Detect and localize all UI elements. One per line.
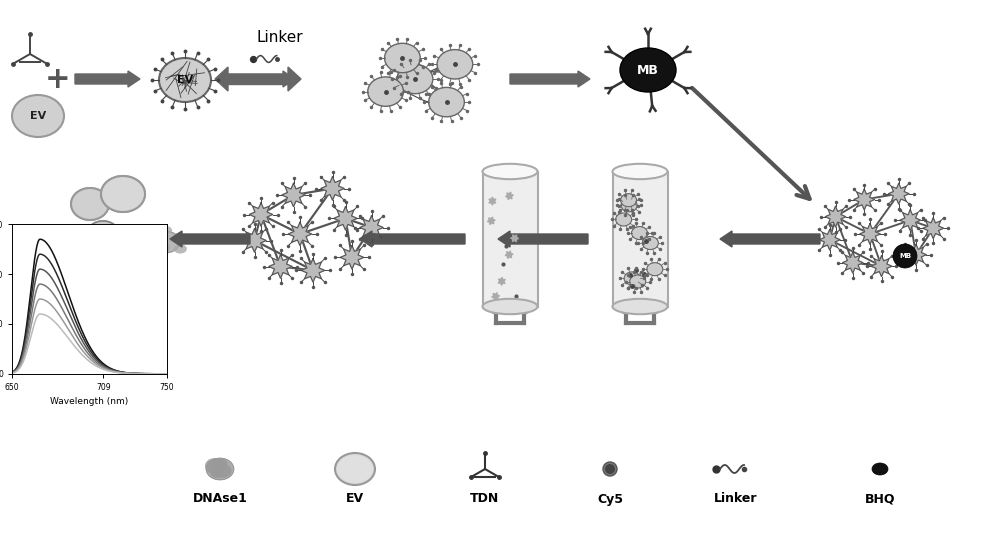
Text: DNAse1: DNAse1 <box>193 492 247 506</box>
Polygon shape <box>854 189 875 210</box>
Ellipse shape <box>642 237 658 249</box>
Text: EV: EV <box>346 492 364 506</box>
Ellipse shape <box>385 43 420 73</box>
Ellipse shape <box>173 234 188 245</box>
Polygon shape <box>923 218 944 239</box>
Polygon shape <box>842 253 863 273</box>
Polygon shape <box>360 216 383 239</box>
Ellipse shape <box>87 221 119 247</box>
Ellipse shape <box>101 176 145 212</box>
Polygon shape <box>906 245 926 265</box>
Ellipse shape <box>482 299 538 314</box>
Ellipse shape <box>632 226 648 240</box>
Ellipse shape <box>206 458 234 480</box>
Polygon shape <box>321 177 344 200</box>
Polygon shape <box>492 293 500 300</box>
Polygon shape <box>506 192 513 200</box>
Ellipse shape <box>145 239 160 250</box>
Bar <box>228 74 288 84</box>
Ellipse shape <box>71 188 109 220</box>
Ellipse shape <box>101 176 145 212</box>
FancyArrow shape <box>510 71 590 87</box>
Polygon shape <box>871 256 892 277</box>
Text: BHQ: BHQ <box>865 492 895 506</box>
Ellipse shape <box>482 164 538 179</box>
Ellipse shape <box>621 199 637 212</box>
Polygon shape <box>511 235 519 242</box>
Ellipse shape <box>621 194 637 207</box>
Text: Linker: Linker <box>714 492 758 506</box>
Polygon shape <box>825 207 846 227</box>
Ellipse shape <box>337 455 373 483</box>
Ellipse shape <box>210 468 224 478</box>
Ellipse shape <box>87 221 119 247</box>
Ellipse shape <box>156 225 172 234</box>
Polygon shape <box>269 255 292 278</box>
FancyArrow shape <box>170 231 250 247</box>
X-axis label: Wavelength (nm): Wavelength (nm) <box>50 397 129 406</box>
Ellipse shape <box>647 263 663 276</box>
Polygon shape <box>498 277 505 285</box>
Text: TDN: TDN <box>470 492 500 506</box>
Ellipse shape <box>620 48 676 92</box>
Polygon shape <box>340 246 364 269</box>
Polygon shape <box>819 230 840 250</box>
Text: MB: MB <box>899 253 911 259</box>
Ellipse shape <box>173 233 185 244</box>
Ellipse shape <box>368 77 403 106</box>
Text: EV: EV <box>177 75 193 85</box>
Circle shape <box>605 464 615 474</box>
Ellipse shape <box>624 272 640 285</box>
Polygon shape <box>487 217 495 225</box>
Circle shape <box>603 462 617 476</box>
Text: EV: EV <box>30 111 46 121</box>
Text: +: + <box>45 65 71 93</box>
Text: MB: MB <box>637 64 659 76</box>
Ellipse shape <box>437 50 473 79</box>
Ellipse shape <box>159 58 211 102</box>
Ellipse shape <box>71 188 109 220</box>
Ellipse shape <box>872 463 888 475</box>
FancyArrow shape <box>720 231 820 247</box>
Text: Cy5: Cy5 <box>597 492 623 506</box>
Ellipse shape <box>612 164 668 179</box>
Ellipse shape <box>150 231 180 253</box>
FancyArrow shape <box>498 231 588 247</box>
Ellipse shape <box>612 299 668 314</box>
Ellipse shape <box>174 244 187 254</box>
Polygon shape <box>288 67 301 91</box>
Polygon shape <box>860 224 880 245</box>
Ellipse shape <box>212 458 228 470</box>
Text: Linker: Linker <box>257 30 303 45</box>
Bar <box>612 171 668 307</box>
Polygon shape <box>489 197 496 205</box>
Polygon shape <box>301 258 325 282</box>
Ellipse shape <box>397 64 433 93</box>
Ellipse shape <box>429 88 464 117</box>
Bar <box>482 171 538 307</box>
Ellipse shape <box>151 242 170 253</box>
Polygon shape <box>288 222 312 246</box>
Ellipse shape <box>630 275 646 288</box>
Ellipse shape <box>616 213 632 226</box>
Polygon shape <box>888 183 909 204</box>
Polygon shape <box>243 229 266 252</box>
Polygon shape <box>282 183 305 207</box>
Polygon shape <box>249 203 273 226</box>
Polygon shape <box>334 207 357 230</box>
FancyArrow shape <box>360 231 465 247</box>
Ellipse shape <box>214 464 232 478</box>
Polygon shape <box>505 251 513 258</box>
Ellipse shape <box>205 458 225 474</box>
Circle shape <box>893 244 917 268</box>
Polygon shape <box>215 67 228 91</box>
Ellipse shape <box>335 453 375 485</box>
Ellipse shape <box>12 95 64 137</box>
Polygon shape <box>900 210 921 231</box>
FancyArrow shape <box>224 71 294 87</box>
FancyArrow shape <box>75 71 140 87</box>
